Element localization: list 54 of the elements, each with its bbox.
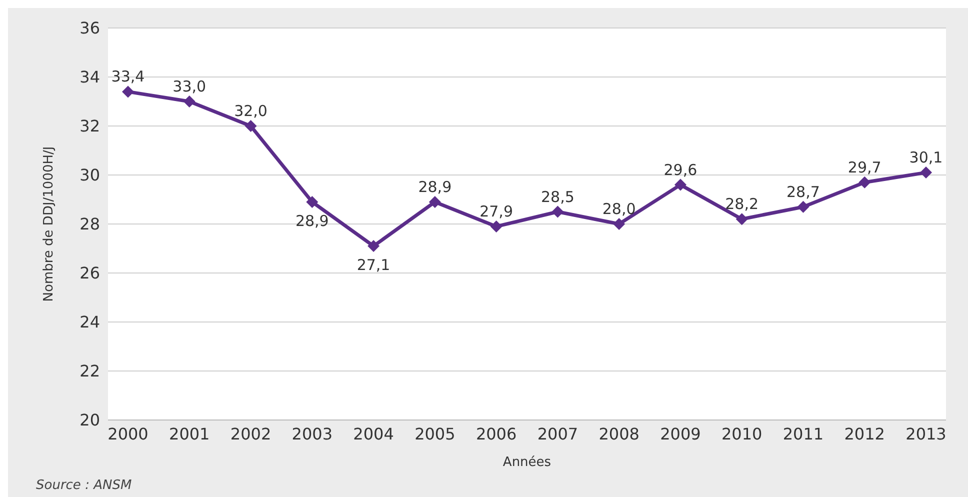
y-tick-label: 24 (80, 312, 100, 332)
x-tick-label: 2003 (292, 424, 333, 444)
x-tick-label: 2011 (782, 424, 824, 444)
y-tick-label: 30 (80, 166, 100, 185)
point (797, 200, 810, 213)
x-tick-label: 2009 (660, 424, 701, 444)
point (920, 166, 932, 179)
point (552, 206, 564, 218)
y-tick-label: 20 (80, 410, 100, 430)
point (306, 196, 318, 208)
point (736, 213, 748, 226)
point (122, 86, 134, 98)
data-label: 28,9 (418, 178, 452, 196)
x-tick-label: 2001 (169, 424, 210, 444)
y-tick-label: 36 (80, 18, 100, 38)
data-label: 28,5 (540, 188, 574, 206)
data-label: 30,1 (909, 148, 943, 167)
data-label: 28,0 (602, 200, 636, 218)
data-label: 33,4 (111, 68, 145, 86)
point (244, 120, 257, 132)
x-tick-label: 2004 (353, 424, 394, 444)
x-tick-label: 2010 (721, 424, 762, 444)
point (858, 176, 871, 188)
x-tick-label: 2013 (906, 424, 946, 444)
data-label: 28,7 (786, 182, 820, 201)
x-tick-label: 2012 (844, 424, 885, 444)
data-label: 28,9 (295, 212, 329, 230)
point (490, 220, 502, 232)
x-tick-label: 2007 (537, 424, 578, 444)
data-label: 32,0 (234, 102, 268, 120)
data-label: 33,0 (172, 78, 206, 96)
point (368, 240, 380, 252)
data-label: 27,9 (480, 202, 514, 220)
y-tick-label: 26 (80, 264, 100, 283)
x-tick-label: 2002 (230, 424, 272, 444)
x-tick-label: 2006 (476, 424, 517, 444)
point (613, 218, 626, 230)
data-label: 28,2 (725, 195, 759, 214)
y-tick-label: 28 (80, 214, 100, 234)
point (674, 178, 686, 191)
data-label: 29,6 (664, 160, 698, 179)
y-axis-title: Nombre de DDJ/1000H/J (42, 146, 57, 302)
point (183, 96, 196, 108)
source-note: Source : ANSM (36, 478, 132, 493)
x-axis-title: Années (502, 455, 552, 470)
data-label: 27,1 (356, 256, 390, 274)
y-tick-label: 22 (80, 362, 100, 381)
y-tick-label: 32 (80, 116, 100, 136)
data-label: 29,7 (848, 158, 882, 176)
x-tick-label: 2008 (598, 424, 640, 444)
y-tick-label: 34 (80, 68, 100, 87)
x-tick-label: 2005 (414, 424, 456, 444)
x-tick-label: 2000 (108, 424, 148, 444)
point (428, 196, 441, 208)
